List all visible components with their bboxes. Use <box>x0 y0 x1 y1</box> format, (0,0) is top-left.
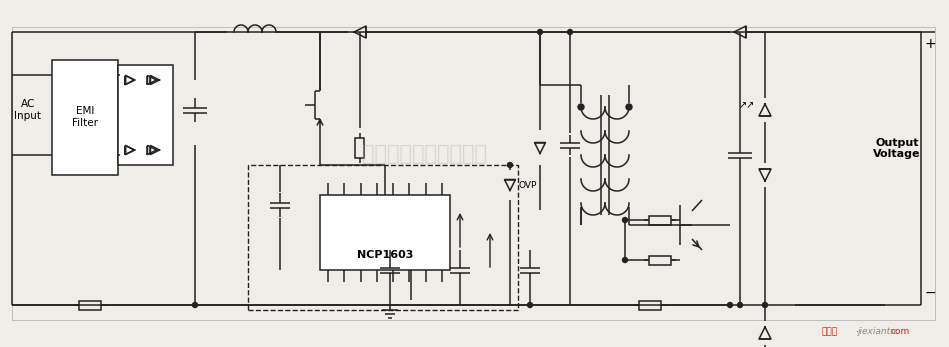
Text: +: + <box>924 37 936 51</box>
Circle shape <box>568 29 572 34</box>
Bar <box>52 60 118 175</box>
Bar <box>79 301 101 310</box>
Circle shape <box>728 303 733 307</box>
Text: com: com <box>890 328 910 337</box>
Bar <box>356 138 364 158</box>
Bar <box>649 215 671 225</box>
Text: −: − <box>924 286 936 300</box>
Text: EMI
Filter: EMI Filter <box>72 106 98 128</box>
Circle shape <box>537 29 543 34</box>
Circle shape <box>623 218 627 222</box>
Text: NCP1603: NCP1603 <box>357 250 413 260</box>
Circle shape <box>193 303 197 307</box>
Bar <box>320 195 450 270</box>
Bar <box>639 301 661 310</box>
Text: 杭州将盛科技有限公司: 杭州将盛科技有限公司 <box>362 144 487 163</box>
Text: ·: · <box>857 327 860 337</box>
Bar <box>118 65 173 165</box>
Bar <box>248 165 518 310</box>
Text: jiexiantu.: jiexiantu. <box>857 328 899 337</box>
Circle shape <box>626 104 632 110</box>
Bar <box>12 27 935 320</box>
Circle shape <box>737 303 742 307</box>
Circle shape <box>508 162 512 168</box>
Text: Output
Voltage: Output Voltage <box>873 138 921 159</box>
Circle shape <box>528 303 532 307</box>
Circle shape <box>623 257 627 262</box>
Text: ↗↗: ↗↗ <box>739 100 755 110</box>
Circle shape <box>762 303 768 307</box>
Text: OVP: OVP <box>519 180 537 189</box>
Text: 接线图: 接线图 <box>822 328 838 337</box>
Circle shape <box>578 104 584 110</box>
Text: AC
Input: AC Input <box>14 99 42 121</box>
Bar <box>649 255 671 264</box>
